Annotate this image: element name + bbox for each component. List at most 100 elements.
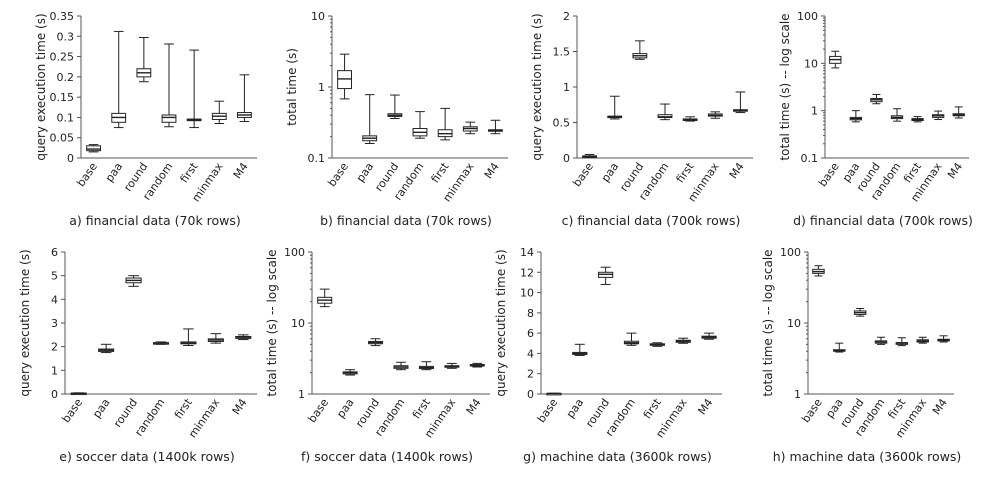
category-label: M4 xyxy=(231,160,251,181)
box-base xyxy=(829,50,842,69)
category-label: M4 xyxy=(695,396,715,417)
box-paa xyxy=(572,343,588,356)
y-axis-title: query execution time (s) xyxy=(494,249,508,396)
y-tick-label: 0.05 xyxy=(50,132,75,145)
box-iqr xyxy=(86,145,101,152)
category-label: M4 xyxy=(727,160,747,181)
y-axis-title: query execution time (s) xyxy=(18,249,32,396)
y-tick-label: 0.15 xyxy=(50,91,75,104)
box-M4 xyxy=(237,74,252,122)
box-base xyxy=(317,288,333,308)
box-M4 xyxy=(937,335,950,343)
y-tick-label: 0 xyxy=(51,388,58,401)
box-round xyxy=(125,275,142,287)
box-minmax xyxy=(707,111,723,119)
box-round xyxy=(632,40,648,60)
y-tick-label: 2 xyxy=(527,368,534,381)
y-tick-label: 100 xyxy=(780,246,801,259)
box-round xyxy=(368,338,384,347)
y-tick-label: 0.1 xyxy=(57,111,75,124)
box-random xyxy=(874,336,888,345)
box-round xyxy=(870,93,883,105)
y-axis-title: query execution time (s) xyxy=(34,13,48,160)
y-axis-title: total time (s) -- log scale xyxy=(778,13,792,160)
panel-caption: g) machine data (3600k rows) xyxy=(523,449,712,464)
y-tick-label: 8 xyxy=(527,307,534,320)
y-tick-label: 0.5 xyxy=(553,117,571,130)
category-label: base xyxy=(535,396,561,425)
box-round xyxy=(387,94,403,120)
y-axis-title: total time (s) xyxy=(285,48,299,126)
category-label: first xyxy=(641,396,664,422)
box-random xyxy=(623,332,640,346)
box-paa xyxy=(833,342,846,353)
y-tick-label: 10 xyxy=(291,317,305,330)
category-label: paa xyxy=(354,160,376,184)
category-label: paa xyxy=(103,160,125,184)
box-minmax xyxy=(675,337,691,344)
category-label: paa xyxy=(90,396,112,420)
chart-panel: 0 2 4 6 8 10 12 14 query execution time (s) base p… xyxy=(494,246,722,464)
box-M4 xyxy=(952,106,965,119)
panel-caption: b) financial data (70k rows) xyxy=(320,213,492,228)
category-label: base xyxy=(59,396,85,425)
box-base xyxy=(812,265,825,277)
box-paa xyxy=(111,30,127,129)
box-paa xyxy=(342,369,358,376)
category-label: M4 xyxy=(482,160,502,181)
panel-caption: a) financial data (70k rows) xyxy=(69,213,241,228)
y-tick-label: 1 xyxy=(318,81,325,94)
y-tick-label: 1 xyxy=(51,364,58,377)
category-label: paa xyxy=(564,396,586,420)
box-first xyxy=(418,361,434,371)
box-random xyxy=(412,111,428,139)
box-base xyxy=(546,392,562,396)
category-label: first xyxy=(172,396,195,422)
box-M4 xyxy=(488,119,503,135)
box-base xyxy=(337,53,352,100)
box-base xyxy=(582,153,597,158)
box-paa xyxy=(849,110,863,123)
y-tick-label: 1 xyxy=(811,105,818,118)
box-first xyxy=(682,116,698,122)
category-label: first xyxy=(429,160,452,186)
box-round xyxy=(598,266,614,285)
category-label: base xyxy=(799,396,825,425)
y-tick-label: 2 xyxy=(563,10,570,23)
y-tick-label: 100 xyxy=(797,10,818,23)
box-iqr xyxy=(657,114,673,119)
y-tick-label: 6 xyxy=(527,327,534,340)
y-tick-label: 0.1 xyxy=(308,152,326,165)
y-tick-label: 4 xyxy=(51,293,58,306)
box-random xyxy=(393,361,409,371)
box-M4 xyxy=(235,334,252,341)
box-random xyxy=(890,108,904,122)
box-M4 xyxy=(701,332,717,340)
box-minmax xyxy=(462,121,478,135)
box-random xyxy=(657,103,673,121)
category-label: M4 xyxy=(230,396,250,417)
box-first xyxy=(180,328,197,346)
category-label: first xyxy=(178,160,201,186)
box-first xyxy=(437,107,453,141)
category-label: base xyxy=(816,160,842,189)
category-label: M4 xyxy=(930,396,950,417)
y-tick-label: 1 xyxy=(298,388,305,401)
y-tick-label: 12 xyxy=(520,266,534,279)
category-label: M4 xyxy=(945,160,965,181)
y-tick-label: 10 xyxy=(787,317,801,330)
y-tick-label: 6 xyxy=(51,246,58,259)
box-first xyxy=(895,337,909,347)
box-random xyxy=(152,341,170,345)
y-axis-title: query execution time (s) xyxy=(530,13,544,160)
y-axis-title: total time (s) -- log scale xyxy=(265,249,279,396)
y-tick-label: 100 xyxy=(284,246,305,259)
box-M4 xyxy=(469,362,485,368)
box-first xyxy=(649,342,665,347)
category-label: base xyxy=(570,160,596,189)
box-minmax xyxy=(916,336,929,344)
